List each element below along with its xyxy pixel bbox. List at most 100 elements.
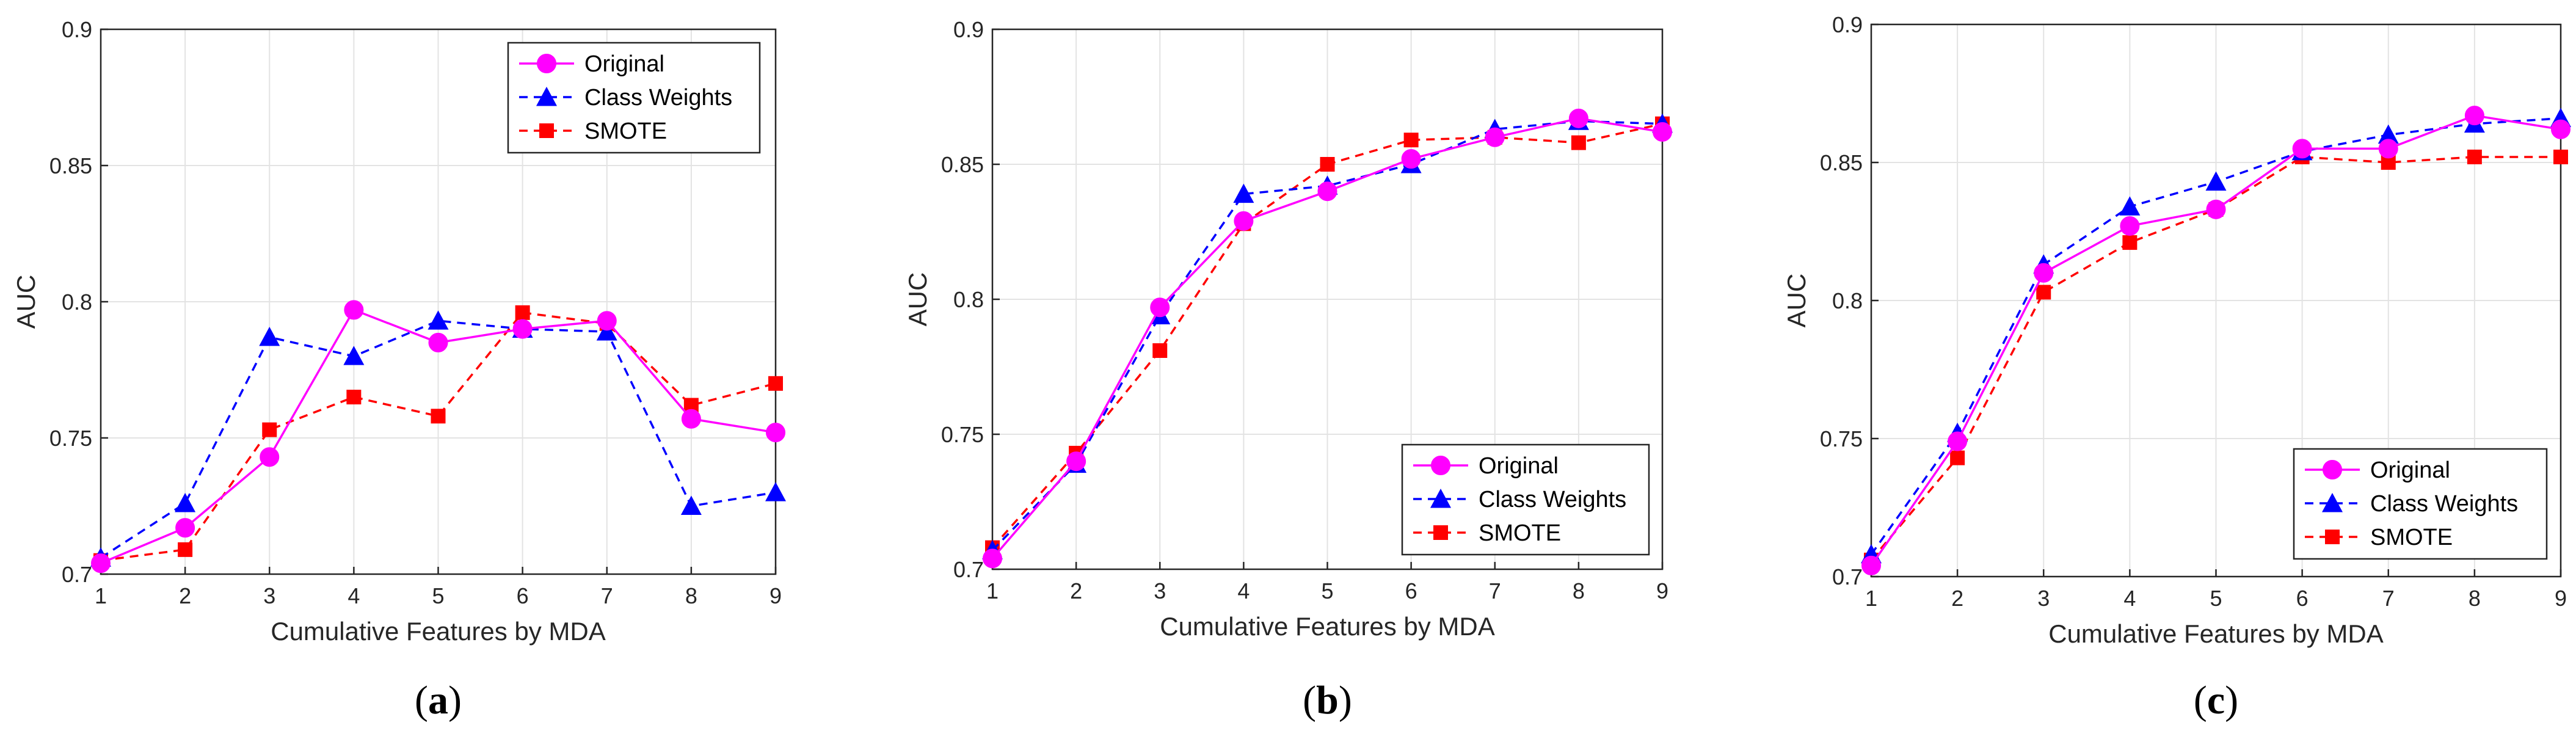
x-tick-label: 5 xyxy=(432,583,444,608)
y-tick-label: 0.7 xyxy=(1832,564,1863,589)
x-tick-label: 6 xyxy=(2296,586,2309,611)
y-tick-label: 0.85 xyxy=(941,152,984,177)
x-tick-label: 4 xyxy=(347,583,360,608)
data-point xyxy=(175,493,196,512)
panel-c: 1 2 3 4 5 6 7 8 9 0.7 0.75 0.8 0.85 0.9 Cumulative Fea… xyxy=(1782,12,2571,723)
y-tick-label: 0.75 xyxy=(941,422,984,447)
data-point xyxy=(1401,149,1421,169)
legend-marker-class-weights xyxy=(1430,489,1451,508)
y-tick-label: 0.8 xyxy=(62,290,92,315)
data-point xyxy=(1066,451,1086,472)
data-point xyxy=(1320,157,1335,172)
data-point xyxy=(681,409,701,429)
data-point xyxy=(178,542,193,557)
data-point xyxy=(765,482,786,501)
data-point xyxy=(512,319,533,339)
x-axis-label: Cumulative Features by MDA xyxy=(271,617,606,646)
data-point xyxy=(1950,450,1965,465)
data-point xyxy=(2378,124,2399,144)
data-point xyxy=(262,422,277,437)
data-point xyxy=(1948,431,1968,451)
data-point xyxy=(2036,285,2051,300)
data-point xyxy=(768,376,783,391)
x-tick-label: 5 xyxy=(2210,586,2222,611)
legend-label-class-weights: Class Weights xyxy=(1479,487,1626,512)
panel-label-letter: c xyxy=(2207,678,2225,723)
legend-marker-original xyxy=(1431,456,1450,475)
y-tick-label: 0.75 xyxy=(49,426,92,451)
x-tick-label: 2 xyxy=(1951,586,1963,611)
x-tick-label: 1 xyxy=(986,578,999,603)
series-line xyxy=(100,311,776,562)
legend: Original Class Weights SMOTE xyxy=(2293,448,2548,560)
data-point xyxy=(2378,139,2398,159)
data-point xyxy=(983,548,1002,569)
legend: Original Class Weights SMOTE xyxy=(507,42,761,154)
y-axis-label: AUC xyxy=(1782,274,1811,328)
y-tick-label: 0.9 xyxy=(62,17,92,42)
legend-label-original: Original xyxy=(584,51,664,77)
data-point xyxy=(428,332,448,352)
y-tick-label: 0.7 xyxy=(62,562,92,587)
data-point xyxy=(1233,183,1254,203)
series-original xyxy=(91,300,785,574)
data-point xyxy=(1485,127,1505,147)
data-point xyxy=(2205,171,2227,191)
panel-label-letter: b xyxy=(1316,678,1339,723)
x-tick-label: 5 xyxy=(1321,578,1333,603)
y-axis-label: AUC xyxy=(903,272,932,327)
x-tick-label: 6 xyxy=(1405,578,1417,603)
x-tick-label: 8 xyxy=(1573,578,1585,603)
tick-labels: 1 2 3 4 5 6 7 8 9 0.7 0.75 0.8 0.85 0.9 xyxy=(49,17,782,608)
y-tick-label: 0.9 xyxy=(1832,12,1863,37)
series-smote xyxy=(93,305,783,568)
y-tick-label: 0.8 xyxy=(1832,288,1863,313)
panel-a: 1 2 3 4 5 6 7 8 9 0.7 0.75 0.8 0.85 0.9 Cumulative Fea… xyxy=(12,17,786,723)
data-point xyxy=(2206,199,2226,219)
legend: Original Class Weights SMOTE xyxy=(1401,443,1650,556)
x-tick-label: 1 xyxy=(1865,586,1877,611)
series-original xyxy=(1861,106,2571,575)
panel-label-open: ( xyxy=(415,678,428,723)
data-point xyxy=(91,553,111,574)
data-point xyxy=(1571,135,1586,150)
panel-label: (b) xyxy=(1303,678,1352,723)
x-tick-label: 9 xyxy=(770,583,782,608)
x-axis-label: Cumulative Features by MDA xyxy=(1160,612,1495,641)
data-point xyxy=(2464,106,2484,126)
tick-labels: 1 2 3 4 5 6 7 8 9 0.7 0.75 0.8 0.85 0.9 xyxy=(941,17,1668,603)
data-point xyxy=(2119,196,2141,216)
x-tick-label: 3 xyxy=(1154,578,1166,603)
data-point xyxy=(1568,108,1588,128)
series-original xyxy=(983,108,1672,569)
panel-label-open: ( xyxy=(1303,678,1316,723)
y-tick-label: 0.85 xyxy=(49,153,92,178)
data-point xyxy=(515,305,530,320)
legend-label-smote: SMOTE xyxy=(584,118,667,144)
data-point xyxy=(2553,149,2568,164)
data-point xyxy=(596,321,617,341)
x-tick-label: 7 xyxy=(601,583,613,608)
x-tick-label: 9 xyxy=(2555,586,2567,611)
panel-label-close: ) xyxy=(2225,678,2238,723)
data-point xyxy=(1403,133,1419,148)
data-point xyxy=(2292,139,2312,159)
data-point xyxy=(343,346,365,365)
x-tick-label: 3 xyxy=(2037,586,2050,611)
legend-label-smote: SMOTE xyxy=(1479,520,1561,546)
legend-marker-original xyxy=(2323,460,2342,479)
data-point xyxy=(175,518,195,538)
x-tick-label: 9 xyxy=(1656,578,1668,603)
data-point xyxy=(1234,211,1254,231)
x-tick-label: 1 xyxy=(95,583,107,608)
y-tick-label: 0.7 xyxy=(953,557,984,582)
panel-label-close: ) xyxy=(1339,678,1352,723)
data-point xyxy=(1152,343,1168,358)
x-tick-label: 8 xyxy=(685,583,697,608)
tick-labels: 1 2 3 4 5 6 7 8 9 0.7 0.75 0.8 0.85 0.9 xyxy=(1820,12,2567,611)
data-point xyxy=(2467,149,2482,164)
panel-label-close: ) xyxy=(448,678,462,723)
legend-label-class-weights: Class Weights xyxy=(2370,491,2518,517)
data-point xyxy=(2122,235,2138,250)
